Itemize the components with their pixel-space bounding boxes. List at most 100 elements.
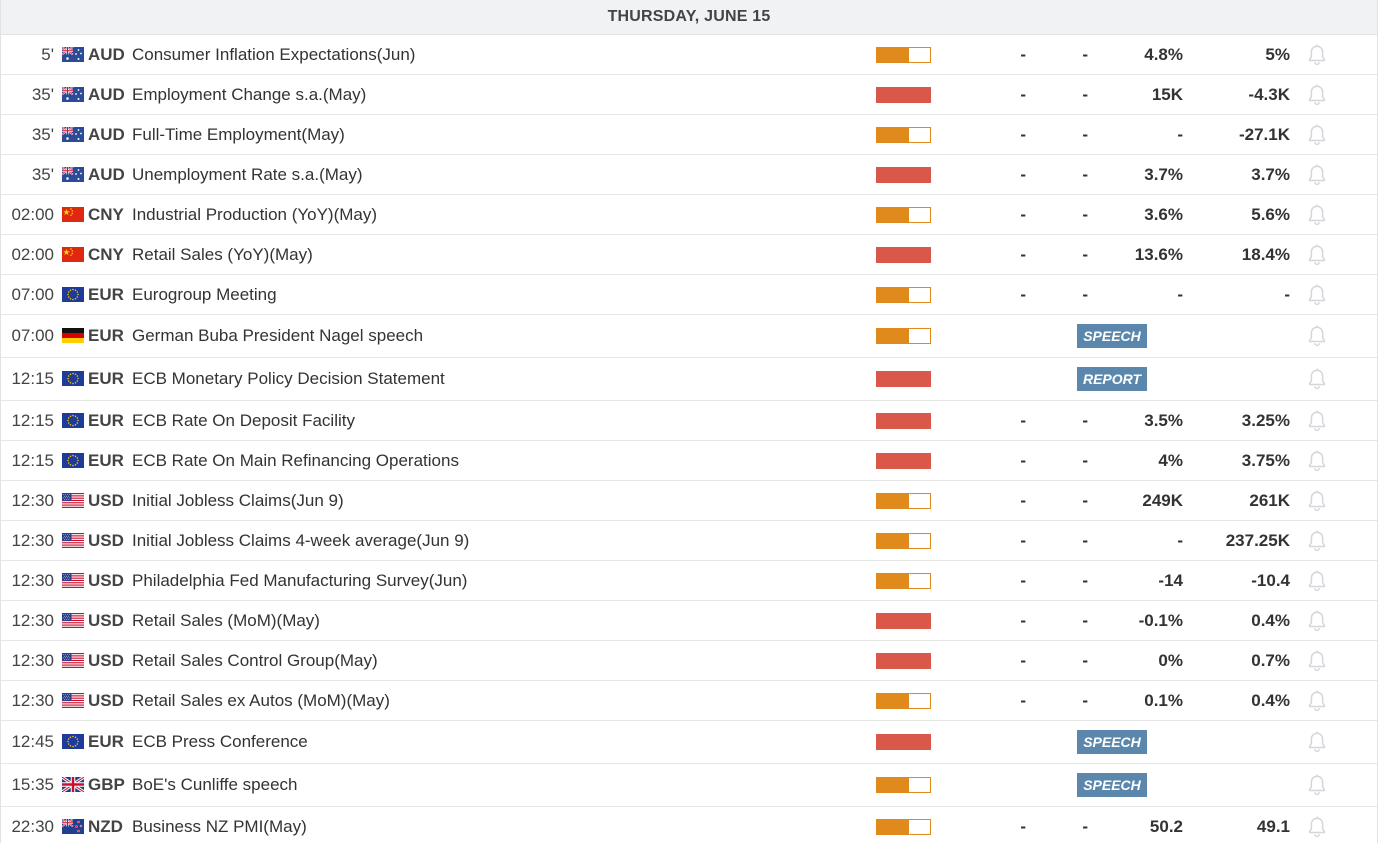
currency-code: EUR [88,284,124,304]
bell-icon[interactable] [1307,124,1327,146]
event-row[interactable]: 12:30 USD Initial Jobless Claims(Jun 9) - - 2… [1,481,1377,521]
event-name[interactable]: Retail Sales (MoM)(May) [132,610,320,630]
event-time: 12:30 [11,690,54,710]
consensus-value: 249K [1142,490,1183,510]
event-row[interactable]: 02:00 CNY Retail Sales (YoY)(May) - - 13.6% 18… [1,235,1377,275]
bell-icon[interactable] [1307,570,1327,592]
bell-icon[interactable] [1307,450,1327,472]
bell-icon[interactable] [1307,204,1327,226]
event-row[interactable]: 02:00 CNY Industrial Production (YoY)(May)… [1,195,1377,235]
bell-icon[interactable] [1307,690,1327,712]
event-name[interactable]: Philadelphia Fed Manufacturing Survey(Ju… [132,570,468,590]
event-name[interactable]: Industrial Production (YoY)(May) [132,204,378,224]
nz-flag-icon [61,817,84,834]
au-flag-icon [61,45,84,62]
event-name[interactable]: ECB Press Conference [132,732,308,751]
previous-value: 261K [1249,490,1290,510]
bell-icon[interactable] [1307,650,1327,672]
event-row[interactable]: 12:15 EUR ECB Monetary Policy Decision Sta… [1,358,1377,401]
event-time: 12:30 [11,570,54,590]
medium-impact-indicator [876,572,931,589]
event-row[interactable]: 12:30 USD Retail Sales ex Autos (MoM)(May)… [1,681,1377,721]
previous-value: 3.25% [1241,410,1290,430]
currency-code: USD [88,610,124,630]
bell-icon[interactable] [1307,84,1327,106]
event-time: 02:00 [11,244,54,264]
bell-icon[interactable] [1307,164,1327,186]
consensus-value: 15K [1151,84,1183,104]
date-header: THURSDAY, JUNE 15 [1,0,1377,35]
consensus-value: 3.6% [1144,204,1183,224]
event-row[interactable]: 07:00 EUR German Buba President Nagel spee… [1,315,1377,358]
event-time: 35' [31,124,54,144]
bell-icon[interactable] [1307,490,1327,512]
bell-icon[interactable] [1307,368,1327,390]
consensus-value: 4% [1158,450,1183,470]
event-row[interactable]: 35' AUD Full-Time Employment(May) - - - -27.1K [1,115,1377,155]
event-name[interactable]: ECB Rate On Main Refinancing Operations [132,450,459,470]
event-name[interactable]: Consumer Inflation Expectations(Jun) [132,44,416,64]
event-row[interactable]: 07:00 EUR Eurogroup Meeting - - - - [1,275,1377,315]
event-row[interactable]: 12:30 USD Initial Jobless Claims 4-week av… [1,521,1377,561]
bell-icon[interactable] [1307,244,1327,266]
event-name[interactable]: ECB Monetary Policy Decision Statement [132,369,445,388]
event-name[interactable]: Retail Sales ex Autos (MoM)(May) [132,690,390,710]
event-name[interactable]: Eurogroup Meeting [132,284,277,304]
previous-value: 5.6% [1251,204,1290,224]
event-name[interactable]: Retail Sales Control Group(May) [132,650,378,670]
bell-icon[interactable] [1307,731,1327,753]
event-row[interactable]: 12:30 USD Philadelphia Fed Manufacturing S… [1,561,1377,601]
event-row[interactable]: 12:15 EUR ECB Rate On Deposit Facility - - 3.… [1,401,1377,441]
medium-impact-indicator [876,46,931,63]
event-row[interactable]: 12:15 EUR ECB Rate On Main Refinancing Ope… [1,441,1377,481]
event-time: 22:30 [11,816,54,836]
speech-badge: SPEECH [1077,730,1147,754]
event-name[interactable]: Business NZ PMI(May) [132,816,307,836]
au-flag-icon [61,165,84,182]
bell-icon[interactable] [1307,410,1327,432]
event-row[interactable]: 12:30 USD Retail Sales (MoM)(May) - - -0.1% 0.… [1,601,1377,641]
bell-icon[interactable] [1307,284,1327,306]
bell-icon[interactable] [1307,774,1327,796]
deviation-value: - [1082,244,1088,264]
currency-code: USD [88,570,124,590]
event-row[interactable]: 12:45 EUR ECB Press Conference SPEECH [1,721,1377,764]
event-row[interactable]: 12:30 USD Retail Sales Control Group(May) -… [1,641,1377,681]
event-name[interactable]: German Buba President Nagel speech [132,326,424,345]
previous-value: -27.1K [1238,124,1290,144]
event-name[interactable]: Retail Sales (YoY)(May) [132,244,313,264]
cn-flag-icon [62,206,84,222]
currency-code: AUD [88,164,125,184]
event-name[interactable]: BoE's Cunliffe speech [132,775,298,794]
event-name[interactable]: Unemployment Rate s.a.(May) [132,164,363,184]
deviation-value: - [1082,164,1088,184]
actual-value: - [1020,450,1026,470]
event-row[interactable]: 35' AUD Unemployment Rate s.a.(May) - - 3.7% 3… [1,155,1377,195]
consensus-value: 3.7% [1144,164,1183,184]
event-name[interactable]: Full-Time Employment(May) [132,124,345,144]
currency-code: USD [88,690,124,710]
cn-flag-icon [62,246,84,262]
consensus-value: - [1177,124,1183,144]
event-name[interactable]: ECB Rate On Deposit Facility [132,410,355,430]
event-name[interactable]: Initial Jobless Claims 4-week average(Ju… [132,530,470,550]
event-row[interactable]: 15:35 GBP BoE's Cunliffe speech SPEECH [1,764,1377,807]
bell-icon[interactable] [1307,44,1327,66]
bell-icon[interactable] [1307,325,1327,347]
deviation-value: - [1082,570,1088,590]
consensus-value: - [1177,284,1183,304]
actual-value: - [1020,44,1026,64]
event-name[interactable]: Employment Change s.a.(May) [132,84,367,104]
event-row[interactable]: 35' AUD Employment Change s.a.(May) - - 15K -4… [1,75,1377,115]
event-row[interactable]: 5' AUD Consumer Inflation Expectations(Jun… [1,35,1377,75]
actual-value: - [1020,690,1026,710]
bell-icon[interactable] [1307,610,1327,632]
medium-impact-indicator [876,126,931,143]
previous-value: 0.4% [1251,610,1290,630]
bell-icon[interactable] [1307,530,1327,552]
bell-icon[interactable] [1307,816,1327,838]
event-row[interactable]: 22:30 NZD Business NZ PMI(May) - - 50.2 49.1 [1,807,1377,846]
event-name[interactable]: Initial Jobless Claims(Jun 9) [132,490,344,510]
consensus-value: -0.1% [1138,610,1183,630]
